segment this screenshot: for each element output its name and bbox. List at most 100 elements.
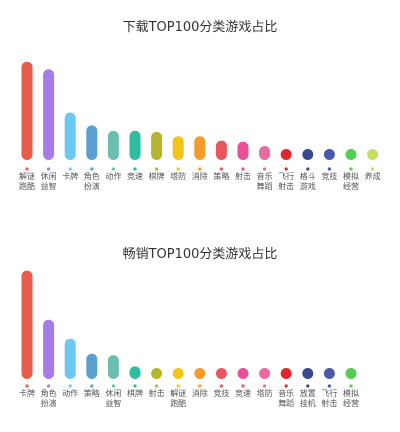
bestseller-bar-4: [107, 355, 119, 379]
bestseller-label-8-0: 消除: [192, 388, 208, 398]
bestseller-dot-5: [133, 384, 137, 388]
bestseller-label-1-0: 角色: [41, 388, 57, 398]
bestseller-bar-14: [323, 368, 335, 379]
download-label-15-1: 经营: [343, 181, 359, 191]
bestseller-bar-1: [43, 319, 55, 379]
download-dot-0: [25, 167, 29, 171]
bestseller-label-14-1: 射击: [321, 398, 337, 408]
download-bar-7: [172, 136, 184, 160]
download-bar-2: [64, 112, 76, 160]
bestseller-dot-10: [241, 384, 245, 388]
bestseller-label-4-1: 益智: [105, 398, 121, 408]
bestseller-label-3-0: 策略: [84, 388, 100, 398]
bestseller-bar-6: [151, 368, 163, 379]
download-dot-9: [219, 167, 223, 171]
download-dot-12: [284, 167, 288, 171]
download-label-8-0: 消除: [192, 171, 208, 181]
download-dot-13: [306, 167, 310, 171]
download-label-16-0: 养成: [365, 171, 381, 181]
download-bar-16: [367, 149, 379, 160]
download-label-13-0: 格斗: [300, 171, 316, 181]
bestseller-bar-0: [21, 270, 33, 379]
bestseller-dot-11: [263, 384, 267, 388]
download-bar-4: [107, 130, 119, 160]
download-dot-10: [241, 167, 245, 171]
download-label-0-1: 跑酷: [19, 181, 35, 191]
download-label-10-0: 射击: [235, 171, 251, 181]
download-dot-14: [327, 167, 331, 171]
download-bar-11: [259, 146, 271, 160]
bestseller-label-5-0: 棋牌: [127, 388, 143, 398]
bestseller-bar-8: [194, 368, 206, 379]
bestseller-dot-13: [306, 384, 310, 388]
bestseller-label-13-1: 挂机: [300, 398, 316, 408]
bestseller-label-12-1: 舞蹈: [278, 398, 294, 408]
bestseller-dot-4: [111, 384, 115, 388]
bestseller-label-15-0: 模拟: [343, 388, 359, 398]
bestseller-chart-title: 畅销TOP100分类游戏占比: [123, 247, 278, 262]
bestseller-label-4-0: 休闲: [105, 388, 121, 398]
download-bar-9: [215, 140, 227, 160]
bestseller-label-11-0: 塔防: [257, 388, 273, 398]
bestseller-label-13-0: 放置: [300, 388, 316, 398]
download-bar-10: [237, 141, 249, 160]
download-bar-14: [323, 149, 335, 160]
bestseller-bar-7: [172, 368, 184, 379]
bestseller-label-7-0: 解谜: [170, 388, 186, 398]
bestseller-dots: [25, 384, 353, 388]
bestseller-bar-10: [237, 368, 249, 379]
bestseller-chart: 畅销TOP100分类游戏占比 卡牌 角色扮演动作 策略 休闲益智棋牌射击 解谜跑酷消除竞…: [19, 247, 359, 408]
download-label-1-1: 益智: [41, 181, 57, 191]
bestseller-dot-0: [25, 384, 29, 388]
download-label-4-0: 动作: [105, 171, 121, 181]
download-label-3-0: 角色: [84, 171, 100, 181]
bestseller-dot-9: [219, 384, 223, 388]
download-label-7-0: 塔防: [170, 171, 186, 181]
bestseller-dot-15: [349, 384, 353, 388]
download-dot-1: [47, 167, 51, 171]
download-label-0-0: 解谜: [19, 171, 35, 181]
bestseller-dot-3: [90, 384, 94, 388]
bestseller-dot-7: [176, 384, 180, 388]
download-label-14-0: 竞技: [321, 171, 337, 181]
bestseller-bar-15: [345, 368, 357, 379]
bestseller-label-15-1: 经营: [343, 398, 359, 408]
bestseller-dot-1: [47, 384, 51, 388]
download-bar-6: [151, 131, 163, 160]
bestseller-label-0-0: 卡牌: [19, 388, 35, 398]
download-bar-8: [194, 136, 206, 160]
bestseller-bars: [21, 270, 357, 379]
download-bar-1: [43, 69, 55, 160]
download-label-11-0: 音乐: [257, 171, 273, 181]
download-label-9-0: 策略: [213, 171, 229, 181]
download-dot-3: [90, 167, 94, 171]
download-dot-4: [111, 167, 115, 171]
download-label-13-1: 游戏: [300, 181, 316, 191]
download-dot-6: [155, 167, 159, 171]
bestseller-label-7-1: 跑酷: [170, 398, 186, 408]
download-dot-2: [68, 167, 72, 171]
download-label-6-0: 棋牌: [149, 171, 165, 181]
bestseller-bar-2: [64, 338, 76, 379]
download-label-15-0: 模拟: [343, 171, 359, 181]
download-dot-11: [263, 167, 267, 171]
download-bar-0: [21, 61, 33, 161]
download-dot-8: [198, 167, 202, 171]
download-bar-15: [345, 149, 357, 160]
bestseller-label-2-0: 动作: [62, 388, 78, 398]
bestseller-label-1-1: 扮演: [41, 398, 57, 408]
download-chart: 下载TOP100分类游戏占比 解谜跑酷休闲益智卡牌 角色扮演动作 竞速 棋牌 塔防 消除策…: [19, 20, 381, 191]
download-dot-15: [349, 167, 353, 171]
download-chart-title: 下载TOP100分类游戏占比: [123, 20, 278, 35]
bestseller-bar-13: [302, 368, 314, 379]
bestseller-label-9-0: 竞技: [213, 388, 229, 398]
download-dot-5: [133, 167, 137, 171]
bestseller-dot-14: [327, 384, 331, 388]
download-label-5-0: 竞速: [127, 171, 143, 181]
download-bar-5: [129, 130, 141, 160]
download-label-2-0: 卡牌: [62, 171, 78, 181]
download-label-1-0: 休闲: [41, 171, 57, 181]
download-bars: [21, 61, 379, 161]
bestseller-dot-6: [155, 384, 159, 388]
